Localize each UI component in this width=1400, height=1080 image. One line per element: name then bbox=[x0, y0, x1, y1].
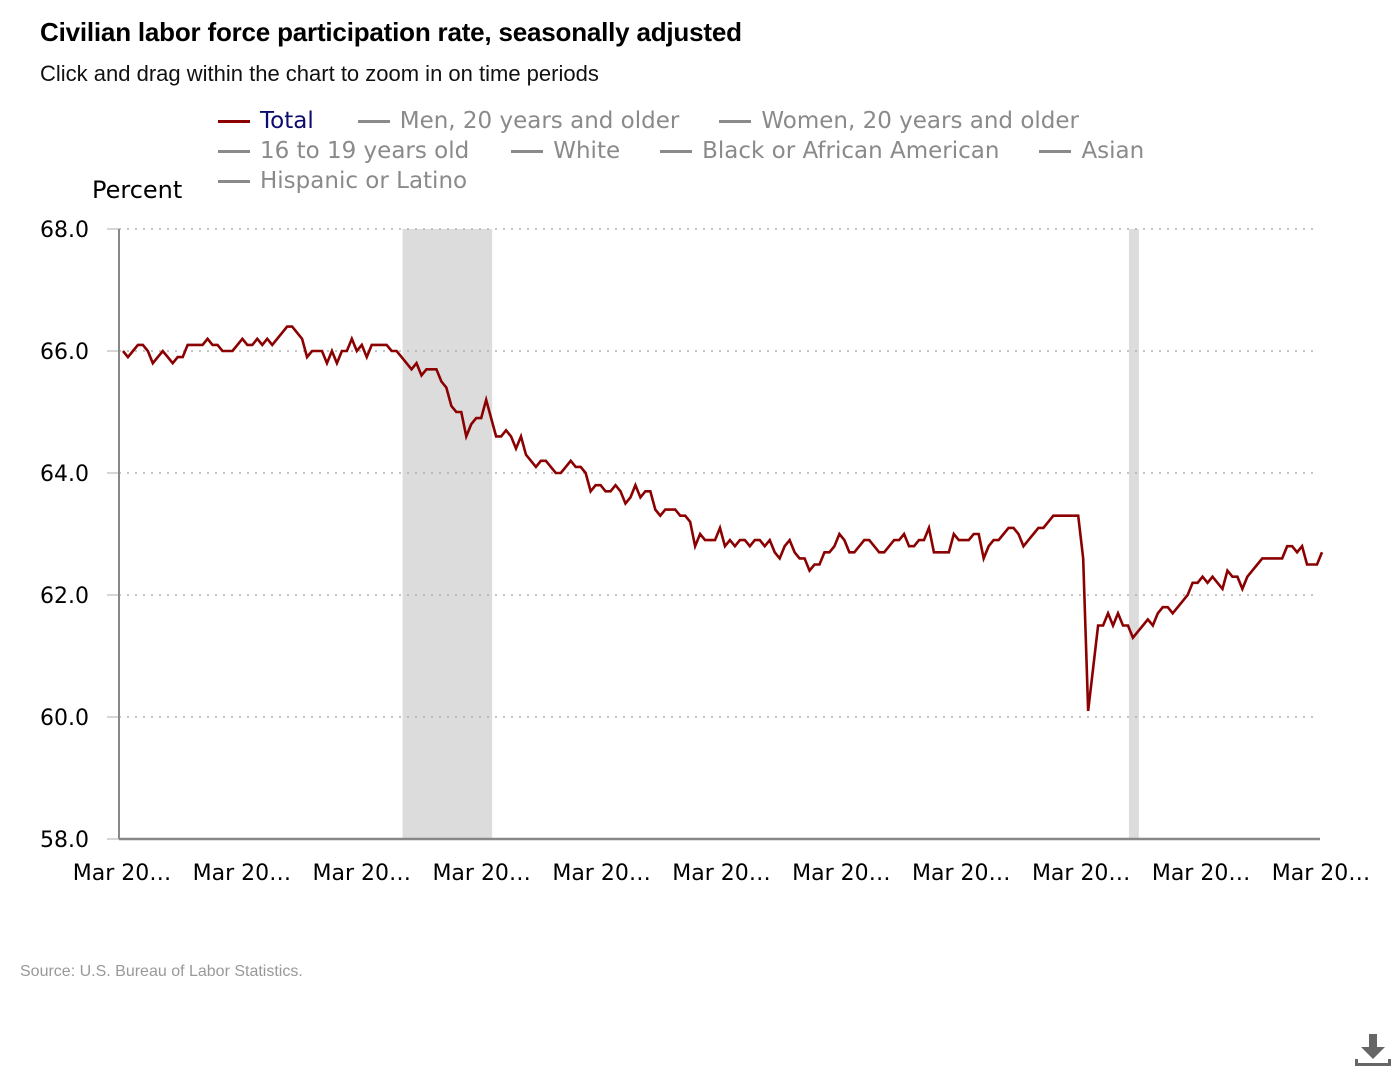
x-tick-label: Mar 20… bbox=[552, 861, 651, 886]
legend-swatch bbox=[218, 119, 250, 123]
legend-label: Men, 20 years and older bbox=[399, 108, 680, 134]
legend-swatch bbox=[719, 119, 752, 123]
y-tick-label: 66.0 bbox=[40, 340, 89, 365]
y-axis: 58.0 60.0 62.0 64.0 66.0 68.0 bbox=[40, 218, 120, 853]
y-tick-label: 62.0 bbox=[40, 584, 89, 609]
legend-label: White bbox=[553, 138, 621, 164]
legend-swatch bbox=[511, 149, 544, 153]
chart-title: Civilian labor force participation rate,… bbox=[40, 17, 742, 47]
x-tick-label: Mar 20… bbox=[313, 861, 412, 886]
legend-item-men-20-years-and-older[interactable]: Men, 20 years and older bbox=[357, 106, 680, 136]
line-chart[interactable]: 58.060.062.064.066.068.0 Mar 20… Mar 20… M… bbox=[0, 0, 1400, 920]
recession-band bbox=[402, 229, 493, 839]
legend-label: Hispanic or Latino bbox=[260, 168, 468, 194]
legend-label: Asian bbox=[1081, 138, 1145, 164]
download-icon bbox=[1355, 1034, 1391, 1066]
y-tick-label: 68.0 bbox=[40, 218, 89, 243]
y-tick-label: 60.0 bbox=[40, 706, 89, 731]
download-button[interactable] bbox=[1352, 1032, 1394, 1074]
y-axis-label: Percent bbox=[92, 176, 183, 204]
series-group bbox=[121, 325, 1324, 712]
y-tick-label: 58.0 bbox=[40, 828, 89, 853]
legend-swatch bbox=[357, 119, 390, 123]
x-tick-label: Mar 20… bbox=[672, 861, 771, 886]
x-tick-label: Mar 20… bbox=[193, 861, 292, 886]
x-tick-label: Mar 20… bbox=[432, 861, 531, 886]
legend-item-asian[interactable]: Asian bbox=[1039, 136, 1144, 166]
x-tick-label: Mar 20… bbox=[1272, 861, 1371, 886]
legend-swatch bbox=[1039, 149, 1072, 153]
legend-row: 16 to 19 years old White Black or African … bbox=[218, 136, 1218, 166]
legend-label: 16 to 19 years old bbox=[260, 138, 470, 164]
legend-swatch bbox=[660, 149, 693, 153]
x-tick-label: Mar 20… bbox=[1152, 861, 1251, 886]
legend-row: Hispanic or Latino bbox=[218, 166, 1218, 196]
legend-item-black-or-african-american[interactable]: Black or African American bbox=[660, 136, 999, 166]
legend-item-women-20-years-and-older[interactable]: Women, 20 years and older bbox=[719, 106, 1079, 136]
legend-swatch bbox=[218, 149, 250, 153]
legend-swatch bbox=[218, 179, 250, 183]
x-tick-label: Mar 20… bbox=[1032, 861, 1131, 886]
legend-item-total[interactable]: Total bbox=[218, 106, 314, 136]
legend: Total Men, 20 years and older Women, 20 ye… bbox=[218, 106, 1218, 196]
x-tick-label: Mar 20… bbox=[912, 861, 1011, 886]
recession-band bbox=[1128, 229, 1139, 839]
y-tick-label: 64.0 bbox=[40, 462, 89, 487]
legend-item-white[interactable]: White bbox=[511, 136, 620, 166]
legend-label: Black or African American bbox=[702, 138, 1000, 164]
x-tick-label: Mar 20… bbox=[73, 861, 172, 886]
chart-subtitle: Click and drag within the chart to zoom … bbox=[40, 61, 599, 86]
legend-label: Women, 20 years and older bbox=[761, 108, 1080, 134]
legend-row: Total Men, 20 years and older Women, 20 ye… bbox=[218, 106, 1218, 136]
series-line-total bbox=[121, 325, 1324, 712]
recession-shading bbox=[402, 229, 1139, 839]
legend-item-16-to-19-years-old[interactable]: 16 to 19 years old bbox=[218, 136, 469, 166]
legend-item-hispanic-or-latino[interactable]: Hispanic or Latino bbox=[218, 166, 467, 196]
legend-label: Total bbox=[260, 108, 314, 134]
x-tick-label: Mar 20… bbox=[792, 861, 891, 886]
x-axis: Mar 20… Mar 20… Mar 20… Mar 20… Mar 20… Mar 2… bbox=[73, 837, 1371, 886]
source-note: Source: U.S. Bureau of Labor Statistics. bbox=[20, 963, 303, 980]
